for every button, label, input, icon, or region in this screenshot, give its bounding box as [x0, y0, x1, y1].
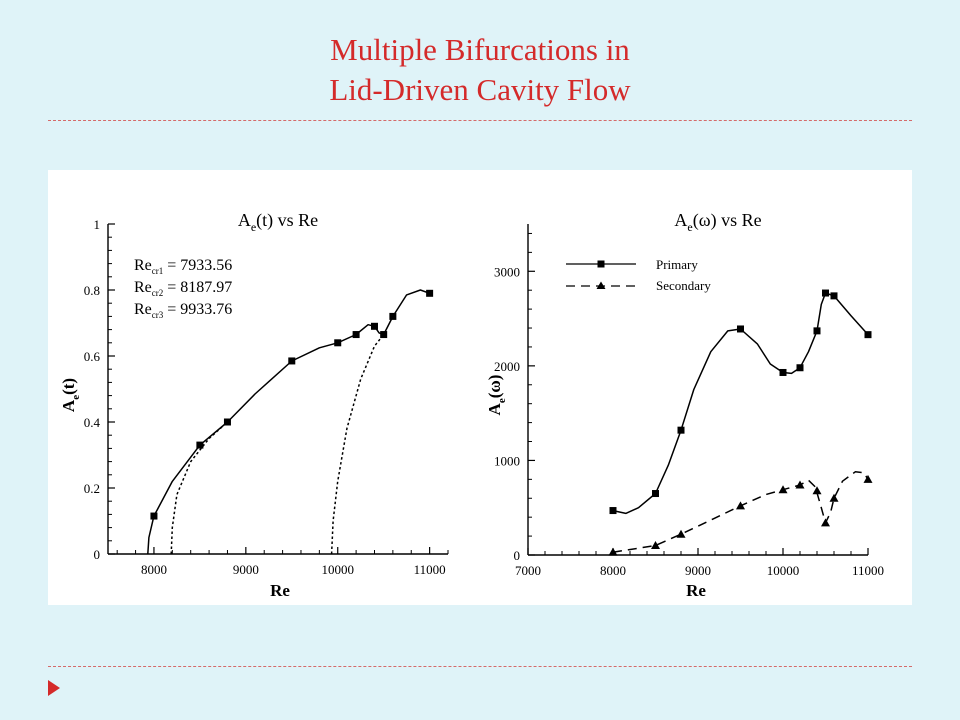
- ae-t-series-0-point: [352, 331, 360, 339]
- ae-omega-series-0-point: [822, 289, 829, 297]
- slide-title: Multiple Bifurcations in Lid-Driven Cavi…: [0, 30, 960, 110]
- ae-omega-x-tick-label: 10000: [767, 563, 800, 578]
- ae-t-x-tick-label: 9000: [233, 562, 259, 577]
- ae-t-series-0-point: [370, 322, 378, 330]
- ae-omega-series-1-line: [612, 471, 869, 553]
- slide-title-line2: Lid-Driven Cavity Flow: [329, 72, 631, 107]
- ae-t-y-tick-label: 0.2: [84, 481, 100, 496]
- ae-omega-series-1-point: [608, 547, 618, 556]
- chart-ae-t-title: Ae(t) vs Re: [238, 210, 318, 234]
- ae-omega-series-1-point: [778, 485, 788, 494]
- ae-omega-y-tick-label: 0: [514, 548, 521, 563]
- bifurcation-charts: Ae(t) vs Re Re Ae(t) Recr1 = 7933.56 Rec…: [59, 210, 884, 600]
- ae-omega-y-tick-label: 1000: [494, 453, 520, 468]
- ae-omega-x-tick-label: 9000: [685, 563, 711, 578]
- ae-omega-series-1-point: [795, 480, 805, 489]
- ae-omega-series-1-point: [676, 529, 686, 538]
- ae-t-series-0-point: [334, 339, 342, 347]
- ae-t-series-0-point: [196, 441, 204, 449]
- chart-ae-omega: Ae(ω) vs Re Re Ae(ω) Primary Secondary 0…: [485, 210, 884, 600]
- chart-ae-omega-title: Ae(ω) vs Re: [674, 210, 761, 234]
- ae-omega-x-tick-label: 11000: [852, 563, 884, 578]
- ae-t-series-0-point: [380, 331, 388, 339]
- ae-omega-series-0-line: [612, 292, 869, 515]
- legend-primary-marker: [597, 260, 605, 268]
- chart-ae-t-ylabel: Ae(t): [59, 378, 82, 412]
- ae-omega-series-0-point: [737, 325, 744, 333]
- legend-primary-label: Primary: [656, 257, 698, 272]
- ae-t-x-tick-label: 11000: [414, 562, 446, 577]
- chart-ae-omega-xlabel: Re: [686, 581, 706, 600]
- ae-t-series-0-point: [150, 512, 158, 520]
- ae-t-x-tick-label: 10000: [321, 562, 354, 577]
- chart-ae-t-xlabel: Re: [270, 581, 290, 600]
- ae-omega-series-0-point: [652, 490, 659, 498]
- ae-t-y-tick-label: 0.8: [84, 283, 100, 298]
- annotation-re-cr1: Recr1 = 7933.56: [134, 257, 232, 276]
- legend-secondary-marker: [596, 281, 606, 289]
- ae-omega-series-0-point: [609, 507, 617, 515]
- ae-t-y-tick-label: 0.6: [84, 349, 101, 364]
- ae-omega-x-tick-label: 7000: [515, 563, 541, 578]
- ae-t-x-tick-label: 8000: [141, 562, 167, 577]
- ae-omega-series-0-point: [813, 327, 821, 335]
- ae-omega-series-1-point: [736, 501, 745, 510]
- chart-ae-omega-legend: Primary Secondary: [566, 257, 711, 293]
- bullet-arrow-icon: [48, 680, 60, 696]
- ae-omega-series-0-point: [830, 292, 838, 300]
- figure-panel: Ae(t) vs Re Re Ae(t) Recr1 = 7933.56 Rec…: [48, 170, 912, 605]
- bottom-divider: [48, 666, 912, 667]
- chart-ae-t-annotations: Recr1 = 7933.56 Recr2 = 8187.97 Recr3 = …: [134, 257, 232, 320]
- legend-secondary-label: Secondary: [656, 278, 711, 293]
- ae-t-y-tick-label: 1: [94, 217, 101, 232]
- ae-t-series-0-point: [426, 289, 434, 297]
- ae-omega-series-0-point: [677, 426, 685, 434]
- ae-omega-series-1-point: [812, 486, 822, 495]
- ae-omega-y-tick-label: 2000: [494, 359, 520, 374]
- ae-t-series-0-point: [223, 418, 231, 426]
- ae-t-y-tick-label: 0.4: [84, 415, 101, 430]
- ae-omega-series-0-point: [779, 368, 787, 376]
- ae-omega-series-1-point: [863, 474, 873, 483]
- slide-title-line1: Multiple Bifurcations in: [330, 32, 630, 67]
- chart-ae-omega-ylabel: Ae(ω): [485, 375, 508, 416]
- ae-omega-series-0-point: [864, 331, 872, 339]
- ae-t-series-2-line: [330, 334, 385, 555]
- chart-ae-t: Ae(t) vs Re Re Ae(t) Recr1 = 7933.56 Rec…: [59, 210, 449, 600]
- ae-omega-series-1-point: [821, 518, 830, 527]
- ae-omega-series-1-point: [829, 493, 839, 502]
- ae-t-series-0-point: [389, 312, 397, 320]
- ae-omega-series-0-point: [796, 364, 804, 372]
- annotation-re-cr2: Recr2 = 8187.97: [134, 279, 232, 298]
- ae-t-series-1-line: [170, 421, 229, 555]
- top-divider: [48, 120, 912, 121]
- ae-t-series-0-line: [147, 289, 430, 555]
- annotation-re-cr3: Recr3 = 9933.76: [134, 301, 232, 320]
- ae-omega-x-tick-label: 8000: [600, 563, 626, 578]
- ae-omega-y-tick-label: 3000: [494, 264, 520, 279]
- ae-omega-series-1-point: [651, 541, 660, 550]
- ae-t-y-tick-label: 0: [94, 547, 101, 562]
- ae-t-series-0-point: [288, 357, 296, 365]
